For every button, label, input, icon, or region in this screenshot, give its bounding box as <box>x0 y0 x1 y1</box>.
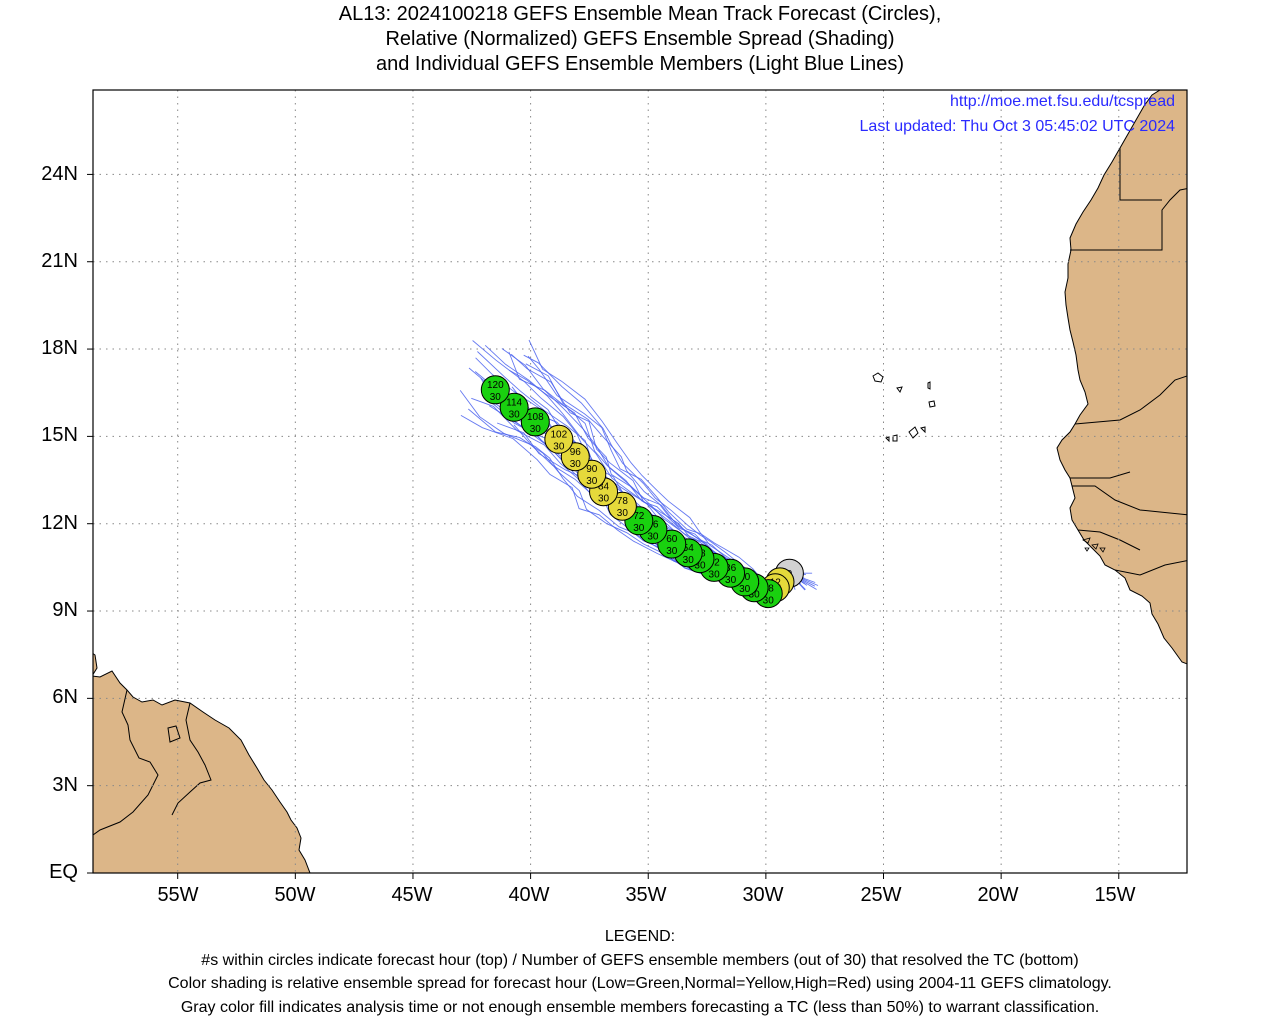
lat-label-9n: 9N <box>52 599 78 621</box>
forecast-hour-label: 108 <box>527 412 544 423</box>
forecast-hour-label: 60 <box>666 534 678 545</box>
bissagos-islands <box>1082 537 1106 553</box>
lat-label-15n: 15N <box>41 424 78 446</box>
south-america-land <box>93 652 311 873</box>
forecast-hour-label: 78 <box>617 496 629 507</box>
forecast-hour-label: 30 <box>739 572 751 583</box>
axis-ticks <box>87 173 1120 879</box>
lat-label-12n: 12N <box>41 512 78 534</box>
lon-label-50w: 50W <box>274 884 316 906</box>
forecast-hour-label: 36 <box>725 563 737 574</box>
lon-label-25w: 25W <box>860 884 902 906</box>
member-count-label: 30 <box>586 476 598 487</box>
track-circle <box>544 424 574 454</box>
member-count-label: 30 <box>570 459 582 470</box>
legend-line-2: Color shading is relative ensemble sprea… <box>168 975 1112 992</box>
member-count-label: 30 <box>763 596 775 607</box>
lat-label-3n: 3N <box>52 774 78 796</box>
track-circle <box>480 375 510 405</box>
member-count-label: 30 <box>749 590 761 601</box>
lon-label-40w: 40W <box>508 884 550 906</box>
member-track-line <box>509 370 798 592</box>
ensemble-member-tracks <box>459 339 819 601</box>
forecast-hour-label: 66 <box>647 520 659 531</box>
lat-label-21n: 21N <box>41 250 78 272</box>
lon-label-30w: 30W <box>742 884 784 906</box>
member-count-label: 30 <box>490 392 502 403</box>
lat-label-18n: 18N <box>41 337 78 359</box>
forecast-hour-label: 42 <box>709 557 721 568</box>
member-count-label: 30 <box>683 555 695 566</box>
member-count-label: 30 <box>709 569 721 580</box>
credit-url[interactable]: http://moe.met.fsu.edu/tcspread <box>949 93 1175 110</box>
member-track-line <box>511 386 806 595</box>
member-track-line <box>477 351 792 588</box>
member-track-line <box>460 415 819 598</box>
last-updated: Last updated: Thu Oct 3 05:45:02 UTC 202… <box>859 118 1175 135</box>
member-count-label: 30 <box>694 561 706 572</box>
member-count-label: 30 <box>725 575 737 586</box>
forecast-hour-label: 84 <box>598 482 610 493</box>
forecast-hour-label: 114 <box>506 397 522 408</box>
legend-line-1: #s within circles indicate forecast hour… <box>201 951 1079 969</box>
title-line-2: Relative (Normalized) GEFS Ensemble Spre… <box>385 28 895 50</box>
lat-lon-gridlines <box>93 90 1187 873</box>
legend-heading: LEGEND: <box>604 928 676 945</box>
title-line-1: AL13: 2024100218 GEFS Ensemble Mean Trac… <box>338 3 942 25</box>
member-count-label: 30 <box>509 409 521 420</box>
member-count-label: 30 <box>739 584 751 595</box>
lon-label-20w: 20W <box>977 884 1019 906</box>
member-count-label: 30 <box>633 523 645 534</box>
member-count-label: 30 <box>647 532 659 543</box>
member-count-label: 30 <box>666 546 678 557</box>
member-track-line <box>523 354 795 588</box>
member-track-line <box>501 348 805 590</box>
west-africa-land <box>1056 90 1187 665</box>
member-count-label: 30 <box>598 494 610 505</box>
track-circle <box>520 407 550 437</box>
legend: LEGEND: #s within circles indicate forec… <box>0 925 1280 1019</box>
cape-verde-islands <box>872 372 936 443</box>
member-count-label: 30 <box>617 508 629 519</box>
south-america-borders <box>93 689 212 836</box>
member-count-label: 30 <box>553 441 565 452</box>
lon-label-15w: 15W <box>1094 884 1136 906</box>
map-frame <box>92 89 1188 874</box>
forecast-hour-label: 96 <box>570 447 582 458</box>
map-plot-area: 0612301830243030303630423048305430603066… <box>93 90 1187 873</box>
member-track-line <box>496 422 806 600</box>
track-circle <box>499 392 529 422</box>
member-track-line <box>484 344 790 586</box>
title-line-3: and Individual GEFS Ensemble Members (Li… <box>375 53 905 75</box>
chart-title: AL13: 2024100218 GEFS Ensemble Mean Trac… <box>0 2 1280 77</box>
lat-label-24n: 24N <box>41 163 78 185</box>
lon-label-55w: 55W <box>157 884 199 906</box>
west-africa-borders <box>1070 148 1187 576</box>
forecast-hour-label: 102 <box>550 429 567 440</box>
forecast-hour-label: 72 <box>633 511 645 522</box>
forecast-hour-label: 120 <box>487 380 504 391</box>
lon-label-35w: 35W <box>625 884 667 906</box>
lat-label-6n: 6N <box>52 686 78 708</box>
member-count-label: 30 <box>530 424 542 435</box>
lon-label-45w: 45W <box>391 884 433 906</box>
mean-track-circles: 0612301830243030303630423048305430603066… <box>480 375 804 609</box>
forecast-hour-label: 90 <box>586 464 598 475</box>
lat-label-eq: EQ <box>49 861 78 883</box>
forecast-hour-label: 54 <box>683 543 695 554</box>
legend-line-3: Gray color fill indicates analysis time … <box>180 998 1100 1016</box>
